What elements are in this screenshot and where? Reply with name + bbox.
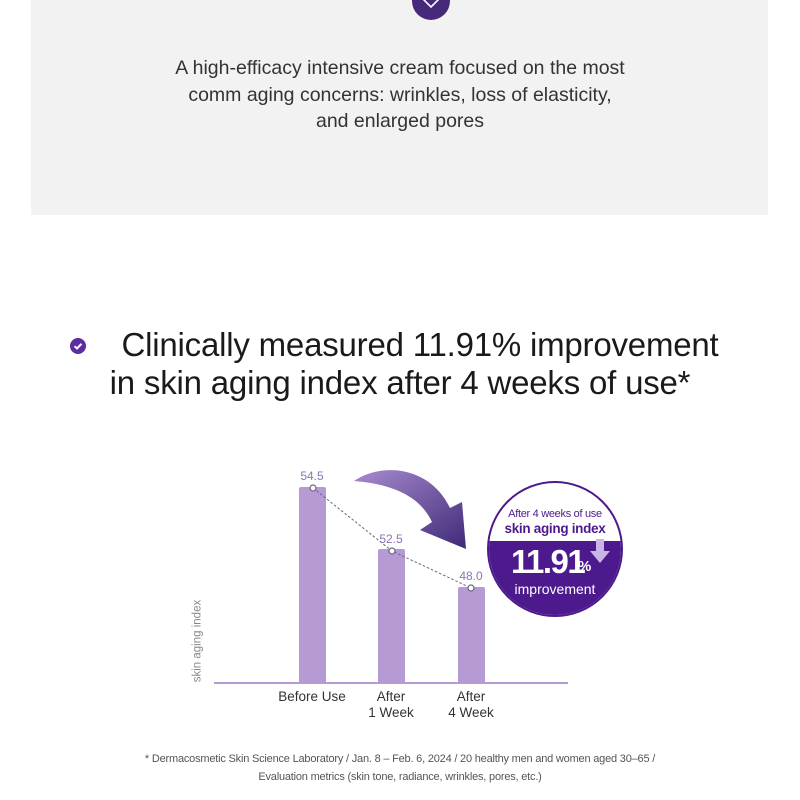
- bar-after-1-week: [378, 549, 405, 682]
- footnote-line: Evaluation metrics (skin tone, radiance,…: [258, 770, 542, 783]
- check-circle-icon: [70, 338, 86, 354]
- intro-line: comm aging concerns: wrinkles, loss of e…: [188, 83, 612, 106]
- bar-after-4-week: [458, 587, 485, 682]
- improvement-badge: After 4 weeks of use skin aging index 11…: [487, 481, 623, 617]
- x-label-line: 1 Week: [368, 704, 414, 720]
- badge-subtitle: After 4 weeks of use: [508, 508, 602, 520]
- footnote: * Dermacosmetic Skin Science Laboratory …: [100, 751, 700, 786]
- bar-value-label: 48.0: [459, 569, 483, 583]
- down-arrow-icon: [590, 539, 610, 563]
- x-axis-tick-label: Before Use: [267, 689, 357, 705]
- badge-value: 11.91: [511, 543, 586, 580]
- badge-caption: improvement: [514, 581, 596, 597]
- x-axis-tick-label: After 4 Week: [426, 689, 516, 720]
- page-title: Clinically measured 11.91% improvement i…: [40, 326, 760, 402]
- x-label-line: After: [376, 689, 406, 704]
- x-axis-tick-label: After 1 Week: [346, 689, 436, 720]
- x-label-line: 4 Week: [448, 704, 494, 720]
- x-axis-line: [214, 682, 568, 684]
- y-axis-label: skin aging index: [191, 599, 204, 683]
- intro-line: A high-efficacy intensive cream focused …: [175, 57, 625, 79]
- headline-line-1: Clinically measured 11.91% improvement: [121, 326, 719, 363]
- intro-line: and enlarged pores: [315, 110, 485, 132]
- badge-title: skin aging index: [504, 521, 606, 536]
- bar-before-use: [299, 487, 326, 682]
- bar-value-label: 54.5: [300, 469, 324, 483]
- intro-panel: [31, 0, 768, 215]
- intro-description: A high-efficacy intensive cream focused …: [100, 55, 700, 135]
- bar-value-label: 52.5: [379, 532, 403, 546]
- headline-line-2: in skin aging index after 4 weeks of use…: [109, 364, 691, 401]
- x-label-line: After: [456, 689, 486, 704]
- footnote-line: * Dermacosmetic Skin Science Laboratory …: [144, 753, 656, 765]
- x-label-line: Before Use: [278, 689, 346, 704]
- badge-unit: %: [578, 558, 592, 575]
- chevron-down-icon[interactable]: [412, 0, 450, 20]
